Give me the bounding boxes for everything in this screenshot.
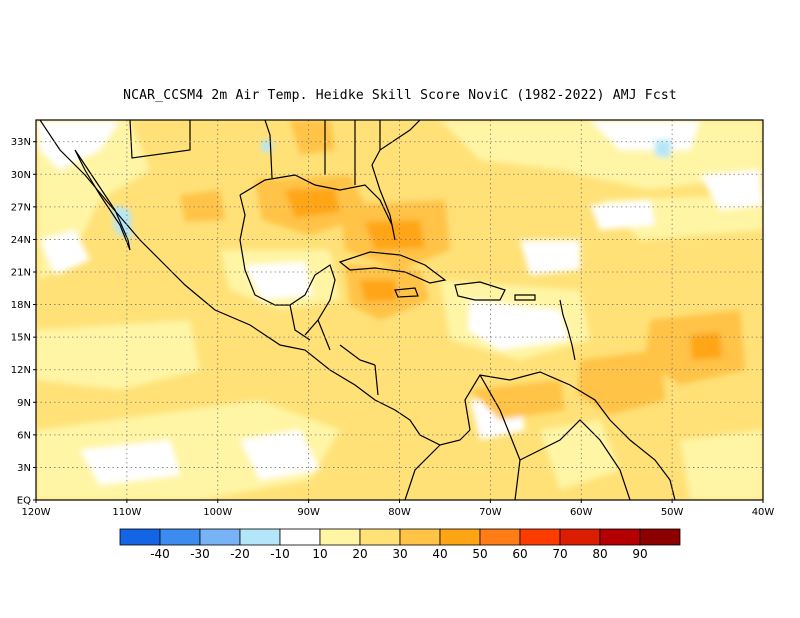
lon-tick-label: 60W (570, 507, 593, 518)
colorbar-label: -40 (150, 547, 170, 561)
lat-tick-label: 21N (11, 268, 31, 279)
colorbar-swatch (159, 528, 201, 546)
lon-tick-label: 90W (297, 507, 320, 518)
lon-tick-label: 50W (661, 507, 684, 518)
colorbar-swatch (599, 528, 641, 546)
colorbar-label: 30 (392, 547, 407, 561)
lon-tick-label: 120W (22, 507, 51, 518)
lat-tick-label: 12N (11, 365, 31, 376)
colorbar-label: 50 (472, 547, 487, 561)
lat-tick-label: 18N (11, 300, 31, 311)
longitude-axis: 120W 110W 100W 90W 80W 70W 60W 50W 40W (22, 500, 775, 518)
colorbar-swatch (439, 528, 481, 546)
colorbar-label: 70 (552, 547, 567, 561)
colorbar-swatch (359, 528, 401, 546)
colorbar-swatch (399, 528, 441, 546)
map-title: NCAR_CCSM4 2m Air Temp. Heidke Skill Sco… (123, 88, 677, 103)
lat-tick-label: 27N (11, 202, 31, 213)
lat-tick-label: 9N (17, 398, 31, 409)
colorbar-swatch (199, 528, 241, 546)
lon-tick-label: 110W (112, 507, 141, 518)
colorbar-label: 10 (312, 547, 327, 561)
latitude-axis: 33N 30N 27N 24N 21N 18N 15N 12N 9N 6N 3N EQ (11, 137, 36, 507)
colorbar-swatch (119, 528, 161, 546)
colorbar-label: -20 (230, 547, 250, 561)
colorbar-label: 60 (512, 547, 527, 561)
colorbar-swatch (519, 528, 561, 546)
colorbar-label: 80 (592, 547, 607, 561)
lat-tick-label: EQ (17, 496, 31, 507)
lat-tick-label: 3N (17, 463, 31, 474)
lat-tick-label: 30N (11, 170, 31, 181)
lat-tick-label: 33N (11, 137, 31, 148)
lat-tick-label: 15N (11, 333, 31, 344)
colorbar-label: 40 (432, 547, 447, 561)
lat-tick-label: 6N (17, 430, 31, 441)
lon-tick-label: 80W (388, 507, 411, 518)
lon-tick-label: 70W (479, 507, 502, 518)
colorbar-label: -30 (190, 547, 210, 561)
colorbar-swatch (559, 528, 601, 546)
colorbar-swatch (639, 528, 681, 546)
lat-tick-label: 24N (11, 235, 31, 246)
colorbar-swatch (239, 528, 281, 546)
colorbar: -40 -30 -20 -10 10 20 30 40 50 60 70 80 90 (119, 528, 681, 561)
colorbar-label: 90 (632, 547, 647, 561)
coastlines (39, 120, 676, 500)
lon-tick-label: 40W (752, 507, 775, 518)
colorbar-swatch (479, 528, 521, 546)
colorbar-label: -10 (270, 547, 290, 561)
colorbar-swatch (279, 528, 321, 546)
colorbar-label: 20 (352, 547, 367, 561)
colorbar-swatch (319, 528, 361, 546)
grid-lines (36, 120, 763, 500)
lon-tick-label: 100W (203, 507, 232, 518)
